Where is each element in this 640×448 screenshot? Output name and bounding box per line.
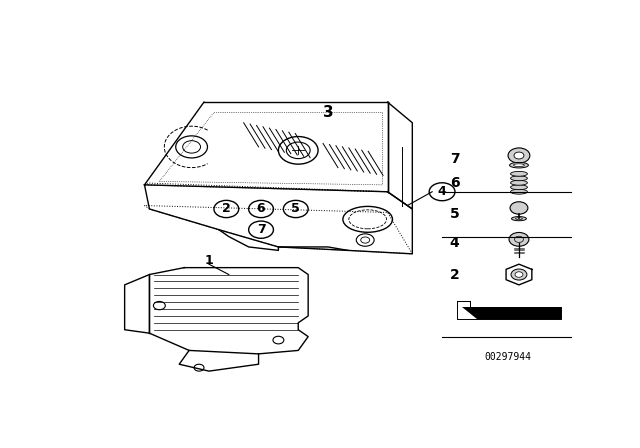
Circle shape	[508, 148, 530, 163]
Circle shape	[515, 272, 523, 277]
Circle shape	[514, 152, 524, 159]
Text: 6: 6	[257, 202, 266, 215]
Text: 4: 4	[450, 237, 460, 250]
Ellipse shape	[511, 185, 527, 190]
Ellipse shape	[515, 218, 522, 220]
Ellipse shape	[513, 164, 524, 167]
Polygon shape	[462, 307, 477, 319]
Text: 7: 7	[257, 223, 266, 236]
Ellipse shape	[511, 190, 527, 194]
Text: 5: 5	[450, 207, 460, 221]
Ellipse shape	[511, 176, 527, 181]
Circle shape	[510, 202, 528, 214]
Text: 7: 7	[450, 152, 460, 166]
Ellipse shape	[511, 216, 527, 221]
Text: 2: 2	[222, 202, 230, 215]
Text: 3: 3	[323, 105, 333, 120]
Circle shape	[509, 233, 529, 246]
Text: 4: 4	[438, 185, 447, 198]
Polygon shape	[462, 307, 561, 319]
Text: 5: 5	[291, 202, 300, 215]
Text: 00297944: 00297944	[484, 352, 531, 362]
Ellipse shape	[509, 163, 529, 168]
Text: 6: 6	[450, 176, 460, 190]
Ellipse shape	[511, 172, 527, 176]
Ellipse shape	[511, 181, 527, 185]
Text: 1: 1	[205, 254, 213, 267]
Text: 2: 2	[450, 267, 460, 281]
Circle shape	[511, 269, 527, 280]
